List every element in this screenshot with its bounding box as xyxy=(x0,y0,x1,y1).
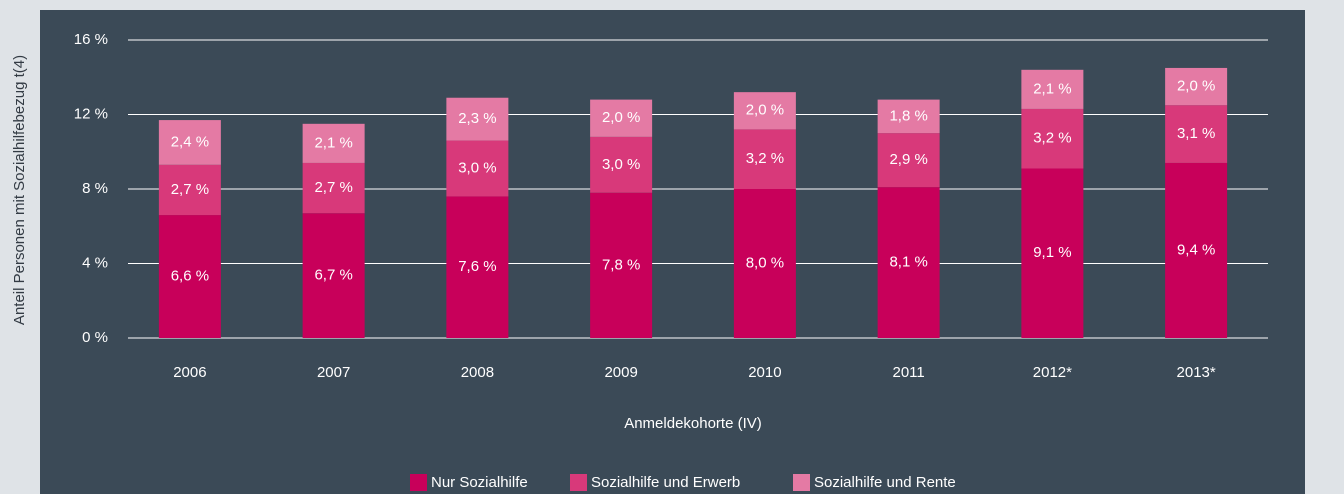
data-label: 9,1 % xyxy=(1033,244,1071,261)
data-label: 2,9 % xyxy=(889,151,927,168)
x-tick-label: 2006 xyxy=(173,364,206,381)
data-label: 2,0 % xyxy=(1177,78,1215,95)
data-label: 2,0 % xyxy=(746,102,784,119)
panel xyxy=(40,10,1305,494)
bar-segment xyxy=(590,136,653,193)
data-label: 2,3 % xyxy=(458,110,496,127)
legend-label: Nur Sozialhilfe xyxy=(431,474,528,491)
data-label: 8,0 % xyxy=(746,254,784,271)
legend-label: Sozialhilfe und Erwerb xyxy=(591,474,740,491)
y-tick-label: 16 % xyxy=(74,31,108,48)
x-axis-label: Anmeldekohorte (IV) xyxy=(624,415,762,432)
data-label: 2,1 % xyxy=(1033,80,1071,97)
x-tick-label: 2008 xyxy=(461,364,494,381)
bar-segment xyxy=(302,123,365,163)
bar-segment xyxy=(590,192,653,338)
bar-segment xyxy=(302,162,365,214)
bar-segment xyxy=(877,133,940,188)
bar-segment xyxy=(590,99,653,137)
bar-segment xyxy=(158,120,221,165)
bar-segment xyxy=(1021,69,1084,109)
bar-segment xyxy=(158,164,221,216)
x-tick-label: 2007 xyxy=(317,364,350,381)
data-label: 3,0 % xyxy=(458,159,496,176)
bar-segment xyxy=(1165,162,1228,338)
bar-segment xyxy=(446,140,509,197)
data-label: 9,4 % xyxy=(1177,241,1215,258)
bar-segment xyxy=(733,92,796,130)
x-tick-label: 2012* xyxy=(1033,364,1072,381)
legend-label: Sozialhilfe und Rente xyxy=(814,474,956,491)
bar-segment xyxy=(302,213,365,338)
data-label: 3,2 % xyxy=(746,150,784,167)
data-label: 2,7 % xyxy=(171,181,209,198)
data-label: 3,2 % xyxy=(1033,130,1071,147)
bar-segment xyxy=(877,187,940,338)
y-tick-label: 0 % xyxy=(82,329,108,346)
bar-segment xyxy=(446,97,509,141)
bar-segment xyxy=(1165,105,1228,163)
data-label: 6,6 % xyxy=(171,268,209,285)
data-label: 3,1 % xyxy=(1177,125,1215,142)
data-label: 2,0 % xyxy=(602,109,640,126)
y-axis-label: Anteil Personen mit Sozialhilfebezug t(4… xyxy=(11,55,28,325)
bar-segment xyxy=(446,196,509,338)
data-label: 3,0 % xyxy=(602,156,640,173)
bar-segment xyxy=(1021,108,1084,169)
bar-segment xyxy=(877,99,940,134)
data-label: 7,6 % xyxy=(458,258,496,275)
data-label: 7,8 % xyxy=(602,256,640,273)
data-label: 2,7 % xyxy=(314,179,352,196)
x-tick-label: 2011 xyxy=(892,364,924,381)
data-label: 2,4 % xyxy=(171,133,209,150)
data-label: 6,7 % xyxy=(314,267,352,284)
data-label: 1,8 % xyxy=(889,107,927,124)
legend-swatch xyxy=(793,474,810,491)
legend-swatch xyxy=(570,474,587,491)
legend-swatch xyxy=(410,474,427,491)
bar-segment xyxy=(158,215,221,338)
bar-segment xyxy=(1165,67,1228,106)
bar-segment xyxy=(733,189,796,338)
x-tick-label: 2010 xyxy=(748,364,781,381)
bar-segment xyxy=(1021,168,1084,338)
y-tick-label: 8 % xyxy=(82,180,108,197)
y-tick-label: 12 % xyxy=(74,105,108,122)
y-tick-label: 4 % xyxy=(82,254,108,271)
data-label: 8,1 % xyxy=(889,254,927,271)
x-tick-label: 2013* xyxy=(1177,364,1216,381)
bar-segment xyxy=(733,129,796,189)
data-label: 2,1 % xyxy=(314,134,352,151)
x-tick-label: 2009 xyxy=(604,364,637,381)
